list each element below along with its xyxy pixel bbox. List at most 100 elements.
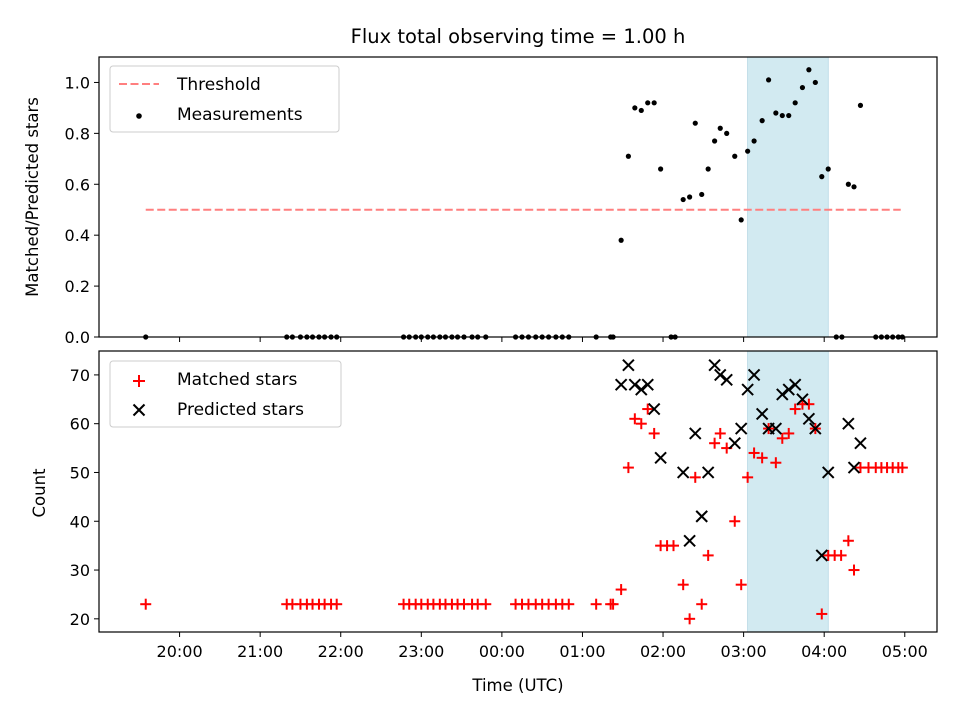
measurement-point: [658, 166, 664, 172]
matched-star-point: [615, 584, 627, 596]
predicted-star-point: [796, 393, 809, 406]
predicted-star-point: [854, 436, 867, 450]
bottom-ytick-label: 70: [70, 366, 90, 385]
xtick-label: 01:00: [559, 642, 605, 661]
measurement-point: [799, 84, 806, 91]
predicted-star-point: [809, 422, 822, 435]
measurement-point: [773, 110, 779, 116]
legend-threshold-label: Threshold: [176, 75, 261, 95]
top-ytick-label: 1.0: [65, 73, 90, 92]
measurement-point: [638, 107, 644, 114]
bottom-ytick-label: 40: [70, 512, 90, 531]
predicted-star-point: [622, 358, 635, 372]
matched-star-point: [607, 598, 619, 610]
bottom-y-axis-label: Count: [30, 468, 49, 518]
legend-matched-swatch: [133, 375, 145, 387]
predicted-star-point: [822, 466, 835, 479]
xtick-label: 03:00: [721, 642, 767, 661]
matched-star-point: [776, 432, 788, 444]
top-axes-frame: [98, 56, 938, 338]
matched-star-point: [770, 457, 782, 469]
matched-star-point: [842, 535, 854, 547]
matched-stars-points: [140, 398, 908, 625]
predicted-stars-points: [614, 358, 867, 562]
top-ytick-label: 0.8: [65, 124, 90, 143]
xtick-label: 02:00: [640, 642, 686, 661]
measurement-point: [732, 153, 738, 159]
matched-star-point: [789, 403, 801, 415]
predicted-star-point: [776, 388, 789, 401]
matched-star-point: [735, 579, 747, 591]
measurement-point: [692, 120, 698, 126]
legend-predicted-label: Predicted stars: [177, 400, 304, 420]
top-legend-box: [109, 65, 340, 133]
top-span-rect: [747, 56, 829, 338]
predicted-star-point: [654, 451, 667, 465]
bottom-legend-box: [109, 360, 342, 428]
predicted-star-point: [747, 368, 761, 382]
legend-measurements-label: Measurements: [177, 105, 303, 125]
matched-star-point: [331, 598, 343, 610]
top-y-axis-label: Matched/Predicted stars: [23, 97, 42, 297]
predicted-star-point: [802, 412, 816, 426]
bottom-legend: Matched stars Predicted stars: [109, 360, 342, 428]
top-legend: Threshold Measurements: [109, 65, 340, 133]
measurement-point: [825, 166, 831, 172]
matched-star-point: [696, 598, 708, 610]
matched-star-point: [677, 579, 689, 591]
predicted-star-point: [782, 383, 795, 396]
measurement-point: [699, 191, 705, 198]
measurement-point: [765, 77, 772, 83]
measurement-point: [705, 166, 711, 172]
matched-star-point: [140, 598, 152, 610]
matched-star-point: [835, 549, 847, 561]
top-ytick-label: 0.0: [65, 328, 90, 347]
x-axis-label: Time (UTC): [471, 676, 563, 695]
matched-star-point: [783, 427, 795, 439]
matched-star-point: [590, 598, 602, 610]
bottom-ytick-label: 50: [70, 463, 90, 482]
predicted-star-point: [676, 466, 690, 479]
matched-star-point: [629, 413, 641, 425]
predicted-star-point: [714, 368, 727, 382]
matched-star-point: [803, 398, 815, 410]
top-ytick-label: 0.4: [65, 226, 90, 245]
predicted-star-point: [641, 378, 654, 391]
measurement-point: [632, 105, 638, 111]
top-ytick-label: 0.2: [65, 277, 90, 296]
matched-star-point: [709, 437, 721, 449]
predicted-star-point: [614, 378, 628, 391]
legend-matched-label: Matched stars: [177, 370, 297, 390]
matched-star-point: [756, 452, 768, 464]
matched-star-point: [714, 427, 726, 439]
matched-star-point: [668, 540, 680, 552]
measurement-point: [618, 237, 624, 243]
bottom-x-axis-ticks: 20:00 21:00 22:00 23:00 00:00 01:00 02:00 03:00…: [157, 632, 928, 661]
measurement-point: [845, 181, 851, 187]
bottom-ytick-label: 30: [70, 561, 90, 580]
predicted-star-point: [635, 383, 648, 396]
xtick-label: 00:00: [479, 642, 525, 661]
bottom-axes-frame: [98, 350, 938, 633]
bottom-span-rect: [747, 350, 829, 633]
predicted-star-point: [695, 510, 708, 523]
measurement-point: [759, 118, 765, 124]
measurement-point: [745, 148, 751, 154]
xtick-label: 05:00: [882, 642, 928, 661]
predicted-star-point: [755, 407, 769, 421]
matched-star-point: [848, 564, 860, 576]
matched-star-point: [742, 471, 754, 483]
predicted-star-point: [708, 358, 721, 372]
top-ytick-label: 0.6: [65, 175, 90, 194]
measurement-point: [751, 138, 757, 144]
measurement-point: [806, 67, 812, 73]
xtick-label: 22:00: [318, 642, 364, 661]
predicted-star-point: [647, 402, 661, 416]
predicted-star-point: [741, 383, 754, 396]
measurement-point: [786, 112, 792, 119]
measurement-point: [717, 125, 723, 131]
predicted-star-point: [788, 378, 802, 391]
top-y-axis-ticks: 0.0 0.2 0.4 0.6 0.8 1.0: [65, 73, 99, 347]
matched-star-point: [480, 598, 492, 610]
legend-predicted-swatch: [132, 403, 146, 417]
